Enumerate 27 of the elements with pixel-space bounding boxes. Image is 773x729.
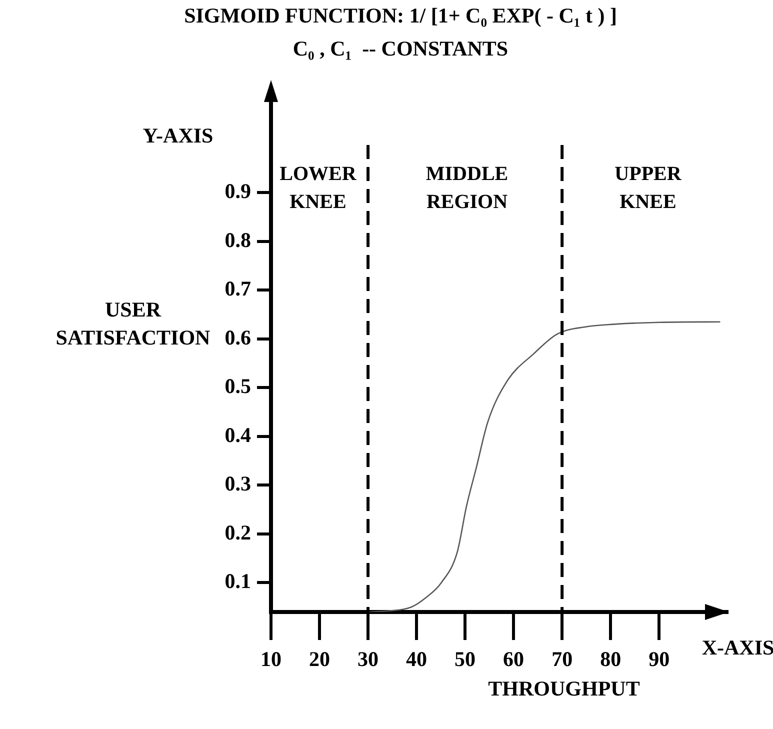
x-tick-label: 50 bbox=[454, 647, 476, 672]
annotation: LOWER KNEE bbox=[280, 163, 357, 214]
y-tick-label: 0.1 bbox=[224, 569, 251, 594]
x-tick-label: 30 bbox=[358, 647, 379, 672]
x-tick-label: 80 bbox=[600, 647, 622, 672]
text: X-AXIS bbox=[702, 635, 773, 660]
y-tick-label: 0.2 bbox=[224, 520, 251, 544]
x-tick-label: 70 bbox=[552, 647, 573, 672]
annotation: UPPER KNEE bbox=[614, 163, 682, 214]
y-tick-label: 0.8 bbox=[224, 228, 251, 252]
x-axis-title: THROUGHPUT bbox=[488, 676, 640, 700]
chart-subtitle: C₀ , C₁ -- CONSTANTS bbox=[292, 36, 508, 60]
x-tick-label: 40 bbox=[406, 647, 428, 672]
y-axis-title: USER SATISFACTION bbox=[56, 297, 210, 350]
x-tick-label: 20 bbox=[309, 647, 330, 672]
x-tick-label: 90 bbox=[648, 647, 670, 672]
y-tick-label: 0.5 bbox=[224, 374, 251, 398]
y-tick-label: 0.4 bbox=[224, 422, 252, 447]
text: Y-AXIS bbox=[142, 123, 214, 148]
y-tick-label: 0.6 bbox=[224, 325, 251, 350]
y-tick-label: 0.7 bbox=[224, 276, 251, 301]
y-tick-label: 0.9 bbox=[224, 179, 251, 204]
y-tick-label: 0.3 bbox=[224, 472, 251, 496]
annotation: MIDDLE REGION bbox=[426, 163, 508, 214]
chart-title: SIGMOID FUNCTION: 1/ [1+ C₀ EXP( - C₁ t ) ] bbox=[184, 3, 617, 28]
x-tick-label: 60 bbox=[503, 647, 524, 672]
x-tick-label: 10 bbox=[260, 647, 282, 672]
